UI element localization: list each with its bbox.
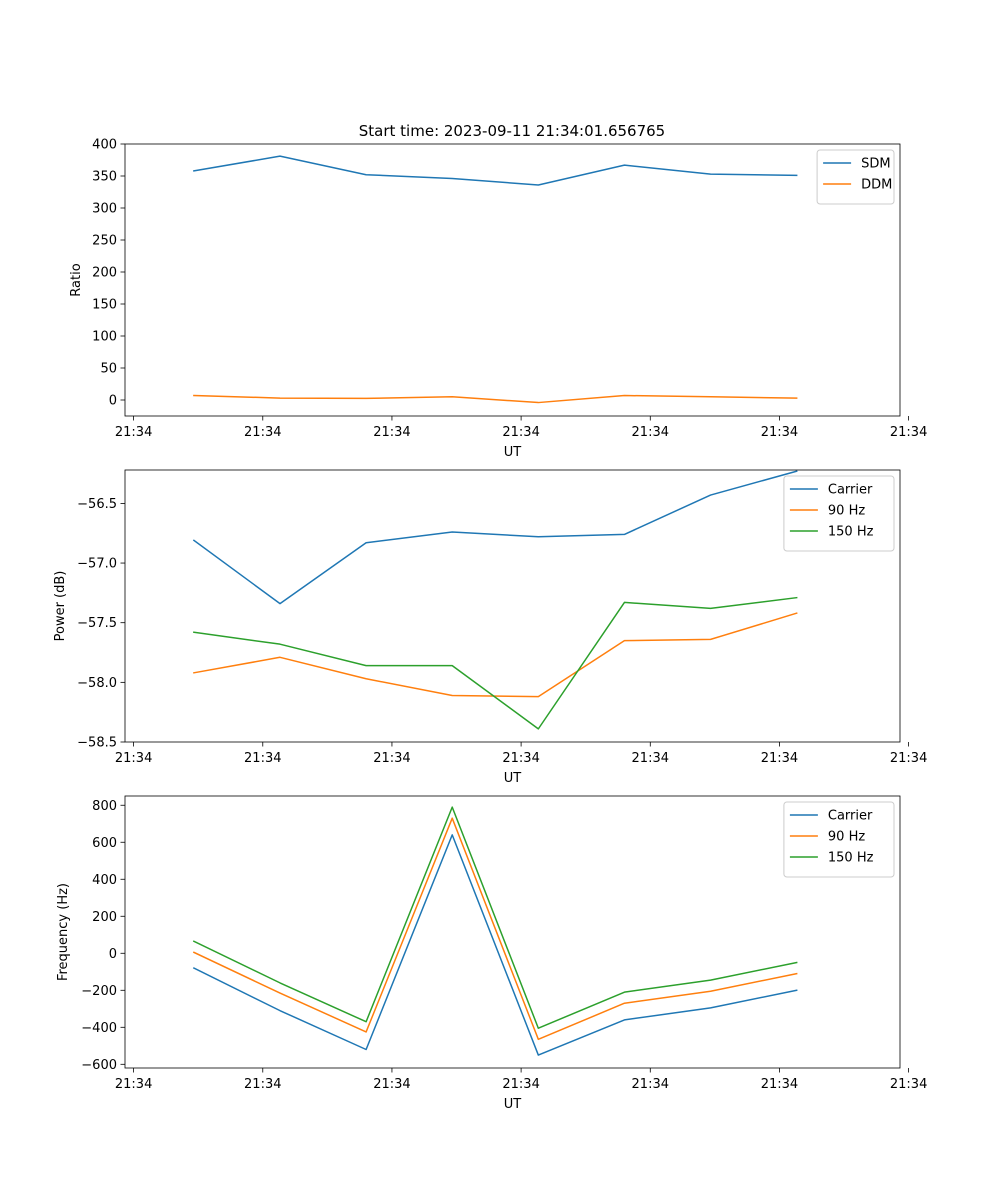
x-tick-label: 21:34 bbox=[373, 751, 410, 766]
x-tick-label: 21:34 bbox=[761, 425, 798, 440]
y-axis-label: Power (dB) bbox=[53, 571, 68, 642]
legend-label-2: DDM bbox=[861, 178, 892, 193]
x-tick-label: 21:34 bbox=[632, 1077, 669, 1092]
x-axis-label: UT bbox=[504, 771, 522, 786]
axes-frame bbox=[124, 469, 901, 743]
x-tick-label: 21:34 bbox=[761, 1077, 798, 1092]
series-line-2 bbox=[192, 817, 798, 1041]
x-tick-label: 21:34 bbox=[502, 425, 539, 440]
y-tick-label: −57.5 bbox=[77, 616, 117, 631]
chart-panel-3: 21:34 21:34 21:34 21:34 21:34 21:34 21:34 −600 −… bbox=[56, 795, 927, 1112]
axes-frame bbox=[124, 795, 901, 1069]
x-axis-label: UT bbox=[504, 1097, 522, 1112]
x-tick-label: 21:34 bbox=[244, 751, 281, 766]
series-line-3 bbox=[192, 806, 798, 1029]
legend-label-3: 150 Hz bbox=[828, 525, 874, 540]
x-tick-label: 21:34 bbox=[761, 751, 798, 766]
y-tick-label: 800 bbox=[92, 799, 117, 814]
x-tick-label: 21:34 bbox=[502, 1077, 539, 1092]
y-tick-label: 50 bbox=[100, 362, 117, 377]
series-line-1 bbox=[192, 470, 798, 605]
x-tick-label: 21:34 bbox=[890, 1077, 927, 1092]
legend-label-3: 150 Hz bbox=[828, 851, 874, 866]
legend-box bbox=[783, 475, 895, 552]
legend-label-2: 90 Hz bbox=[828, 504, 865, 519]
x-tick-label: 21:34 bbox=[115, 1077, 152, 1092]
legend-label-1: Carrier bbox=[828, 809, 873, 824]
x-tick-label: 21:34 bbox=[244, 425, 281, 440]
y-tick-label: 0 bbox=[109, 947, 117, 962]
series-line-1 bbox=[193, 155, 798, 186]
y-tick-label: 400 bbox=[92, 873, 117, 888]
legend: Carrier 90 Hz 150 Hz bbox=[783, 801, 895, 878]
y-tick-label: −57.0 bbox=[77, 557, 117, 572]
x-tick-label: 21:34 bbox=[373, 1077, 410, 1092]
y-tick-label: 150 bbox=[92, 298, 117, 313]
figure-title: Start time: 2023-09-11 21:34:01.656765 bbox=[359, 122, 665, 140]
y-tick-label: 600 bbox=[92, 836, 117, 851]
y-tick-label: −56.5 bbox=[77, 497, 117, 512]
y-tick-label: 100 bbox=[92, 330, 117, 345]
y-tick-label: −58.0 bbox=[77, 676, 117, 691]
y-tick-label: 200 bbox=[92, 266, 117, 281]
y-tick-label: −200 bbox=[81, 984, 117, 999]
series-line-2 bbox=[193, 612, 798, 698]
x-tick-label: 21:34 bbox=[632, 425, 669, 440]
legend-label-2: 90 Hz bbox=[828, 830, 865, 845]
legend-label-1: Carrier bbox=[828, 483, 873, 498]
series-line-3 bbox=[193, 596, 798, 730]
y-tick-label: −58.5 bbox=[77, 736, 117, 751]
x-tick-label: 21:34 bbox=[502, 751, 539, 766]
chart-panel-1: 21:34 21:34 21:34 21:34 21:34 21:34 21:34 0 50 10… bbox=[69, 138, 927, 461]
panels: 21:34 21:34 21:34 21:34 21:34 21:34 21:34 0 50 10… bbox=[53, 138, 927, 1113]
x-axis-label: UT bbox=[504, 445, 522, 460]
legend: Carrier 90 Hz 150 Hz bbox=[783, 475, 895, 552]
y-tick-label: 250 bbox=[92, 234, 117, 249]
x-tick-label: 21:34 bbox=[244, 1077, 281, 1092]
x-tick-label: 21:34 bbox=[373, 425, 410, 440]
y-tick-label: 0 bbox=[109, 394, 117, 409]
axes-frame bbox=[124, 143, 901, 417]
series-line-2 bbox=[193, 394, 798, 404]
series-line-1 bbox=[192, 834, 798, 1056]
y-tick-label: −600 bbox=[81, 1058, 117, 1073]
legend-label-1: SDM bbox=[861, 157, 890, 172]
y-tick-label: 350 bbox=[92, 170, 117, 185]
x-tick-label: 21:34 bbox=[115, 751, 152, 766]
x-tick-label: 21:34 bbox=[115, 425, 152, 440]
y-tick-label: 300 bbox=[92, 202, 117, 217]
y-tick-label: 200 bbox=[92, 910, 117, 925]
y-axis-label: Frequency (Hz) bbox=[56, 883, 71, 981]
x-tick-label: 21:34 bbox=[632, 751, 669, 766]
x-tick-label: 21:34 bbox=[890, 425, 927, 440]
legend-box bbox=[783, 801, 895, 878]
y-axis-label: Ratio bbox=[69, 263, 84, 296]
legend: SDM DDM bbox=[816, 149, 895, 205]
chart-panel-2: 21:34 21:34 21:34 21:34 21:34 21:34 21:34−58.5… bbox=[53, 469, 927, 786]
x-tick-label: 21:34 bbox=[890, 751, 927, 766]
y-tick-label: 400 bbox=[92, 138, 117, 153]
y-tick-label: −400 bbox=[81, 1021, 117, 1036]
